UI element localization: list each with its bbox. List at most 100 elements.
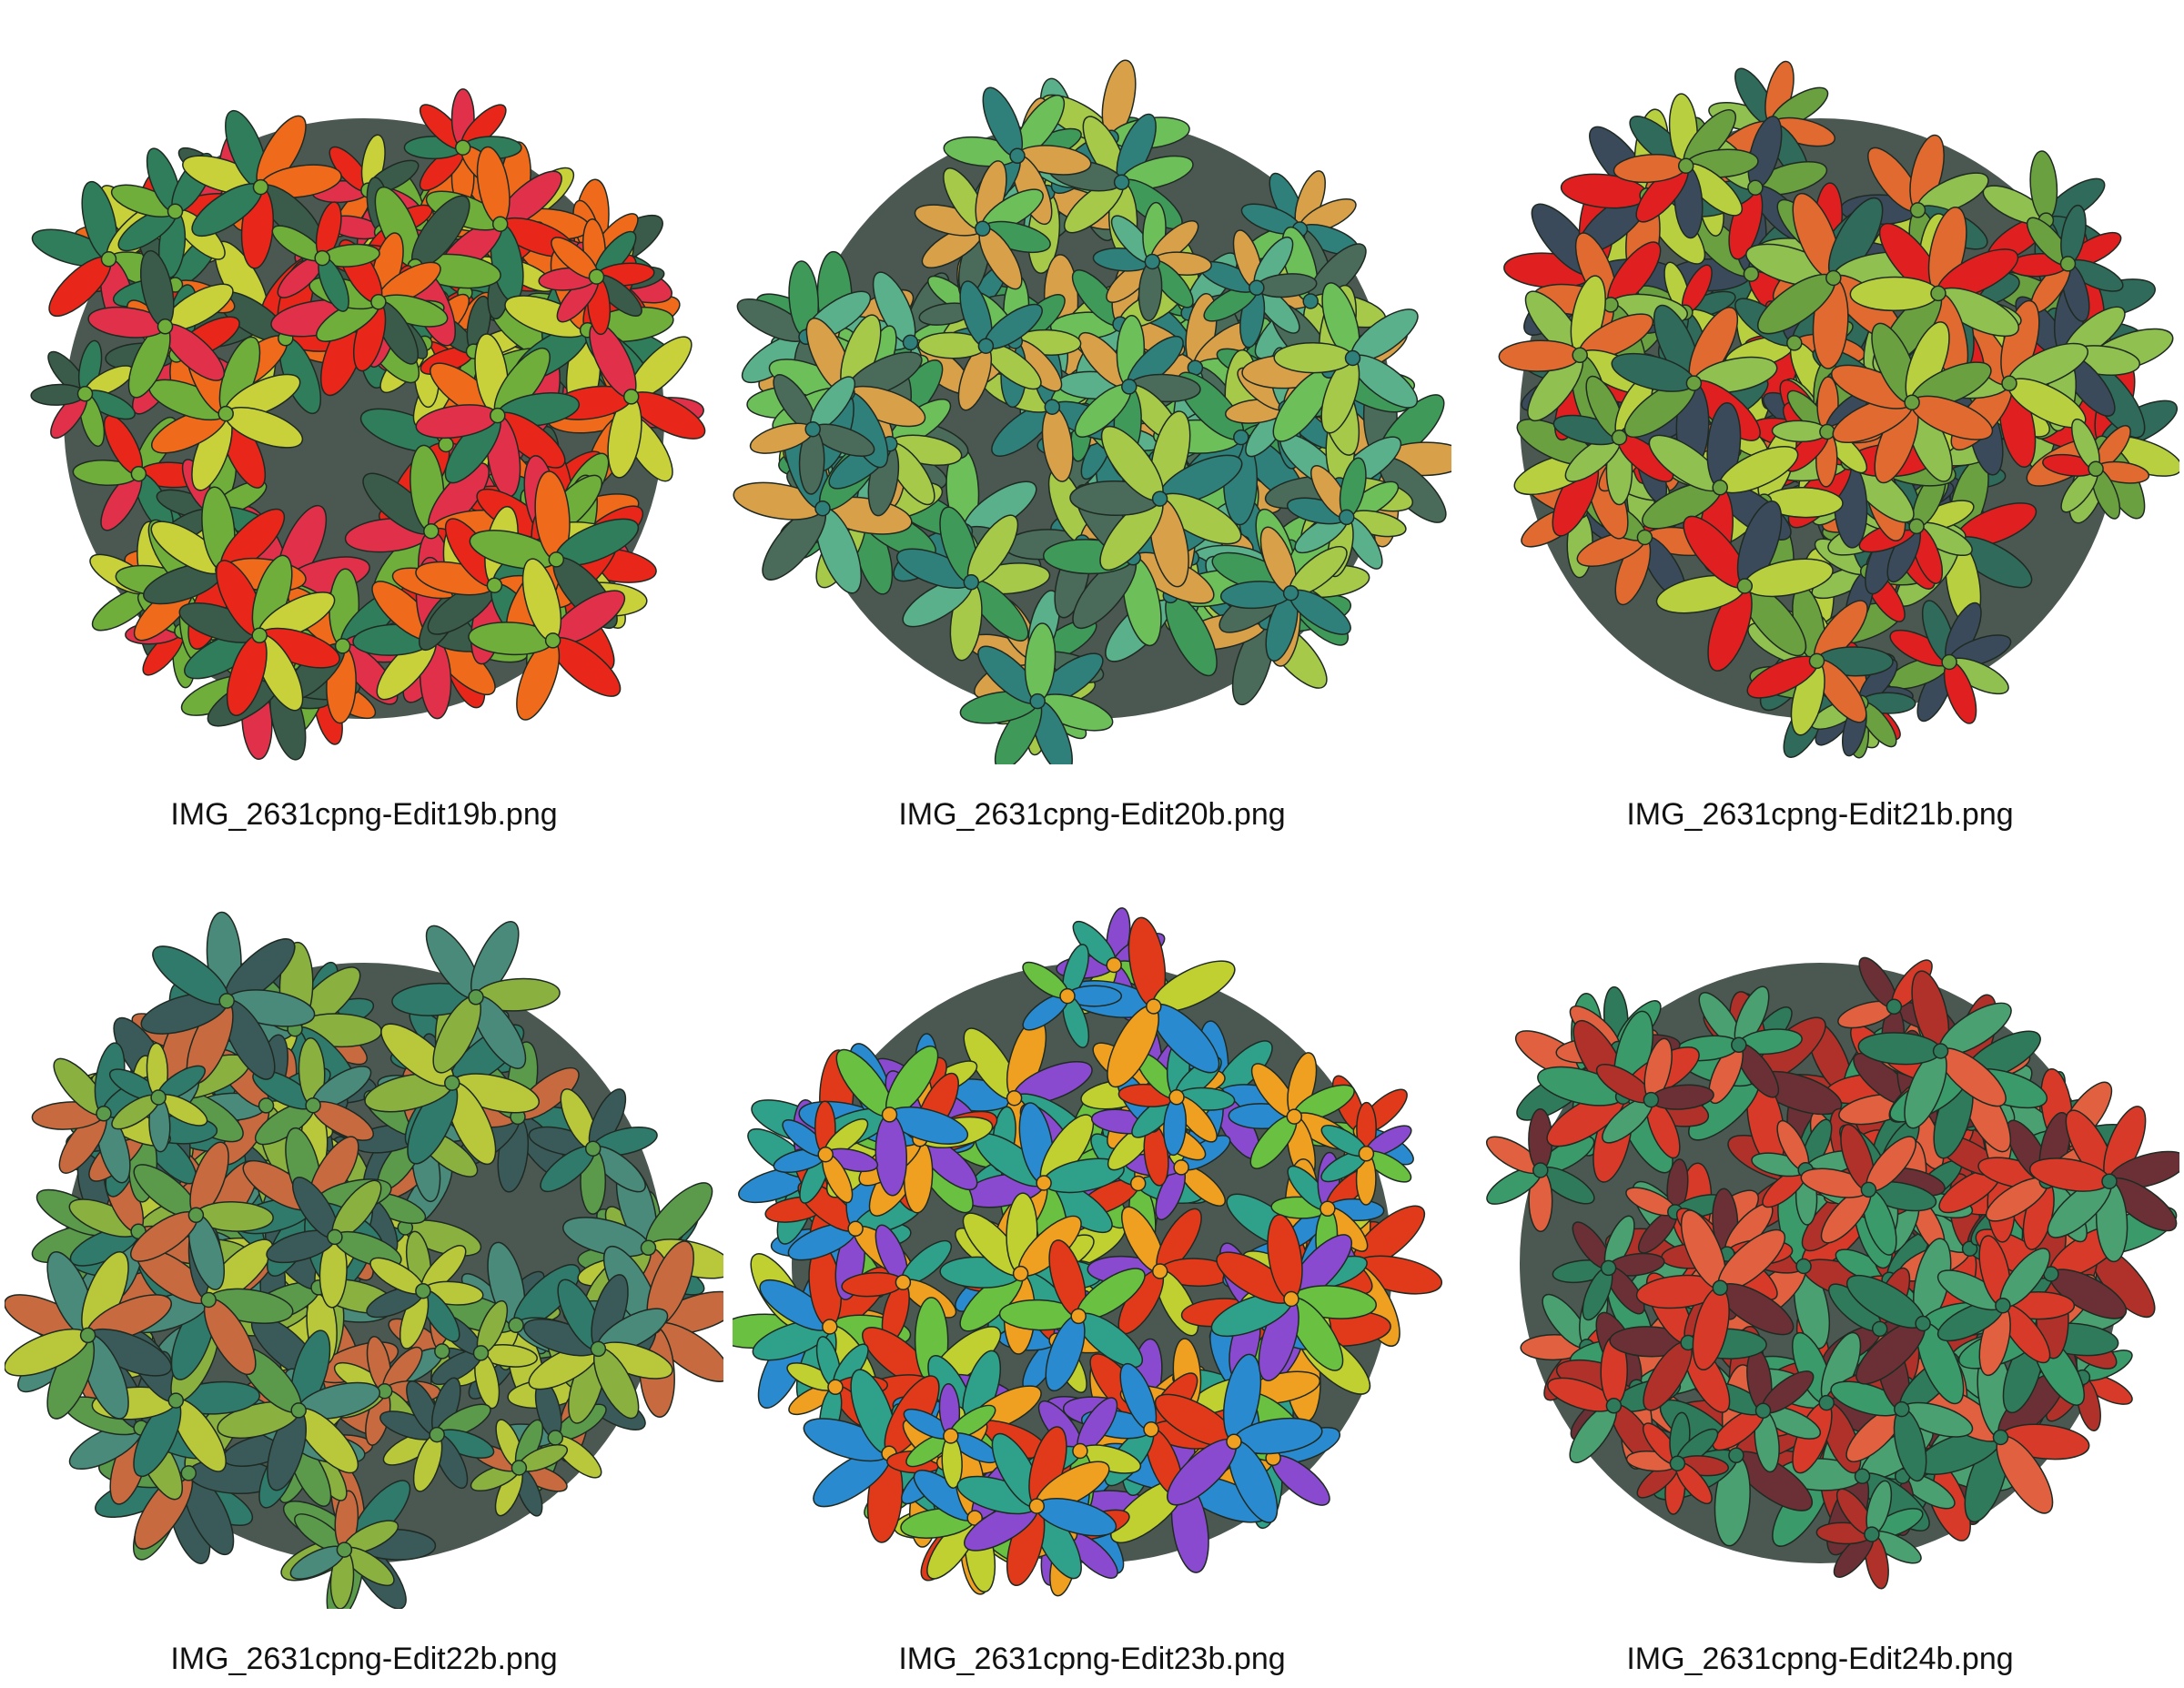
rosette-center — [1731, 1036, 1747, 1054]
rosette-center — [1909, 202, 1926, 218]
rosette-center — [1677, 157, 1694, 175]
rosette-center — [1072, 1442, 1088, 1460]
rosette — [308, 232, 449, 372]
rosette — [998, 1239, 1146, 1392]
rosette — [538, 218, 655, 336]
rosette-center — [1818, 1394, 1835, 1411]
thumbnail[interactable]: IMG_2631cpng-Edit21b.png — [1456, 0, 2184, 844]
rosette-center — [1736, 578, 1754, 594]
rosette-center — [1904, 394, 1920, 410]
rosette-center — [1339, 509, 1355, 526]
rosette — [528, 1088, 658, 1215]
rosette-center — [468, 989, 484, 1006]
rosette-center — [1860, 1181, 1877, 1198]
rosette — [469, 470, 640, 638]
caption: IMG_2631cpng-Edit21b.png — [1626, 797, 2014, 832]
rosette-center — [167, 203, 184, 219]
thumbnail[interactable]: IMG_2631cpng-Edit20b.png — [728, 0, 1456, 844]
rosette-center — [508, 1317, 524, 1334]
rosette-center — [1070, 1308, 1087, 1325]
rosette-center — [1669, 1455, 1686, 1471]
rosette — [895, 506, 1051, 662]
caption: IMG_2631cpng-Edit23b.png — [898, 1642, 1286, 1676]
rosette-center — [1930, 285, 1946, 302]
rosette-center — [1819, 423, 1835, 440]
rosette — [1635, 1209, 1795, 1371]
leaf — [1273, 342, 1354, 374]
rosette — [1936, 1235, 2076, 1377]
rosette — [140, 911, 316, 1085]
rosette — [549, 322, 706, 479]
rosette — [1199, 229, 1318, 349]
rosette-center — [490, 407, 506, 424]
plant-image — [1486, 956, 2179, 1590]
rosette-center — [588, 268, 605, 285]
rosette — [252, 1037, 374, 1174]
rosette — [1674, 986, 1803, 1105]
rosette-center — [544, 632, 561, 649]
rosette-center — [76, 386, 94, 402]
rosette-center — [434, 1343, 450, 1359]
rosette-center — [305, 1097, 321, 1114]
rosette-center — [180, 1465, 197, 1481]
rosette-center — [1006, 1089, 1023, 1107]
rosette-center — [130, 465, 147, 482]
rosette-center — [622, 389, 640, 405]
rosette-center — [822, 1319, 838, 1335]
rosette-center — [895, 1274, 912, 1290]
rosette-center — [1871, 1320, 1888, 1338]
rosette-center — [511, 1460, 528, 1476]
rosette — [1613, 93, 1759, 239]
rosette-center — [1358, 1146, 1375, 1162]
rosette-center — [1233, 429, 1249, 446]
rosette — [468, 558, 626, 721]
rosette — [1595, 1037, 1714, 1159]
rosette-center — [290, 1402, 307, 1419]
rosette-center — [1995, 1297, 2011, 1314]
rosette — [130, 1141, 274, 1290]
rosette — [956, 1426, 1117, 1586]
rosette — [289, 1490, 399, 1609]
rosette — [366, 1230, 484, 1349]
rosette-center — [590, 1340, 607, 1358]
rosette-center — [2088, 460, 2104, 478]
rosette-center — [218, 993, 235, 1009]
rosette-center — [1864, 1526, 1880, 1542]
rosette — [1886, 600, 2012, 724]
rosette-center — [1854, 1468, 1871, 1484]
rosette-center — [963, 574, 980, 591]
rosette-center — [1786, 335, 1803, 351]
rosette — [1286, 457, 1407, 578]
rosette — [1210, 1214, 1378, 1381]
rosette-center — [1532, 1162, 1549, 1178]
caption: IMG_2631cpng-Edit24b.png — [1626, 1642, 2014, 1676]
rosette-center — [1028, 1498, 1046, 1514]
rosette-center — [1941, 653, 1957, 671]
rosette-center — [1146, 998, 1162, 1015]
rosette-center — [415, 1282, 431, 1299]
thumbnail[interactable]: IMG_2631cpng-Edit23b.png — [728, 844, 1456, 1688]
rosette — [379, 1377, 495, 1492]
rosette-center — [200, 1291, 217, 1309]
rosette-center — [1643, 1091, 1660, 1108]
rosette — [773, 1100, 879, 1204]
plant-image — [733, 59, 1451, 764]
rosette-center — [1249, 279, 1265, 297]
rosette-center — [902, 334, 919, 351]
rosette — [1857, 970, 2012, 1129]
rosette — [959, 622, 1114, 764]
rosette — [2028, 1106, 2179, 1263]
rosette — [1273, 282, 1419, 434]
rosette-center — [2059, 256, 2077, 272]
thumbnail[interactable]: IMG_2631cpng-Edit24b.png — [1456, 844, 2184, 1688]
plant-image — [30, 88, 706, 761]
rosette-center — [1036, 1175, 1052, 1191]
rosette-center — [1754, 1402, 1772, 1419]
thumbnail[interactable]: IMG_2631cpng-Edit22b.png — [0, 844, 728, 1688]
plant-image — [733, 907, 1443, 1597]
thumbnail[interactable]: IMG_2631cpng-Edit19b.png — [0, 0, 728, 844]
rosette-center — [217, 405, 234, 422]
rosette-center — [491, 216, 509, 232]
rosette-center — [817, 1146, 834, 1163]
